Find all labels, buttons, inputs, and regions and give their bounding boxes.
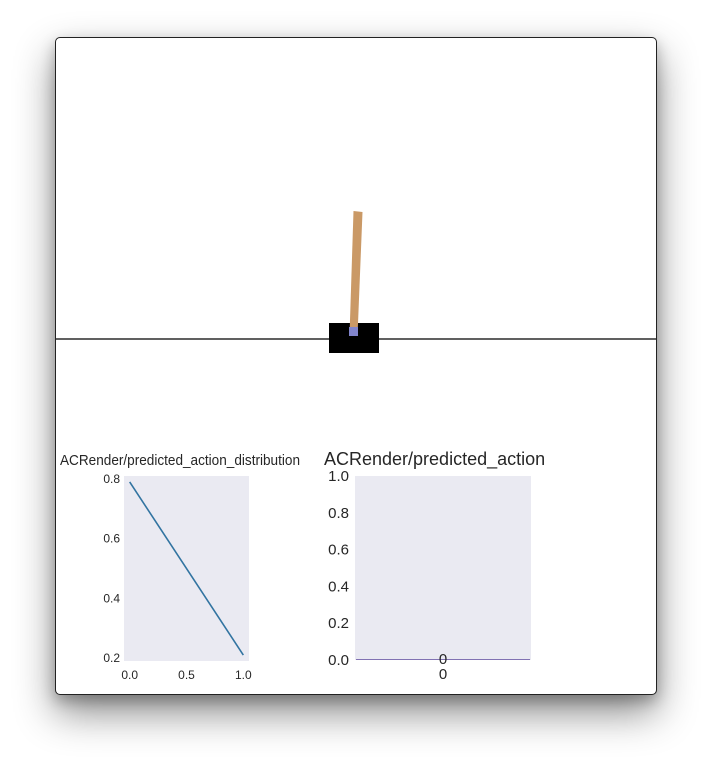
y-tick-label: 0.8	[103, 472, 120, 486]
chart-predicted-action: ACRender/predicted_action 0.00.20.40.60.…	[324, 449, 545, 683]
y-tick-label: 0.2	[103, 651, 120, 665]
y-tick-labels: 0.2 0.4 0.6 0.8	[103, 472, 120, 665]
series-line	[129, 481, 244, 656]
y-tick-label: 0.2	[328, 615, 349, 632]
axle	[349, 327, 358, 336]
x-tick-labels: 0.0 0.5 1.0	[121, 668, 252, 682]
y-tick-label: 0.0	[328, 652, 349, 669]
y-tick-label: 0.4	[328, 578, 349, 595]
y-tick-label: 0.4	[103, 591, 120, 605]
chart-title: ACRender/predicted_action_distribution	[60, 452, 300, 469]
y-tick-label: 0.6	[328, 542, 349, 559]
x-tick-label: 0.5	[178, 668, 195, 682]
x-tick-label: 0.0	[121, 668, 138, 682]
bar	[356, 659, 530, 660]
pole	[349, 211, 363, 336]
x-tick-label: 1.0	[235, 668, 252, 682]
render-window: ACRender/predicted_action_distribution 0…	[55, 37, 657, 695]
y-tick-label: 1.0	[328, 468, 349, 485]
bars: 0	[356, 651, 530, 668]
x-tick-labels: 0	[439, 666, 447, 683]
plot-area	[355, 476, 531, 660]
bar-data-label: 0	[439, 651, 447, 668]
y-tick-label: 0.8	[328, 505, 349, 522]
chart-action-distribution: ACRender/predicted_action_distribution 0…	[60, 452, 300, 682]
y-tick-labels: 0.0 0.2 0.4 0.6 0.8 1.0	[328, 468, 349, 669]
y-tick-label: 0.6	[103, 532, 120, 546]
render-canvas: ACRender/predicted_action_distribution 0…	[56, 211, 656, 683]
chart-title: ACRender/predicted_action	[324, 449, 545, 470]
x-tick-label: 0	[439, 666, 447, 683]
cartpole-scene	[56, 211, 656, 353]
series-lines	[129, 481, 244, 656]
